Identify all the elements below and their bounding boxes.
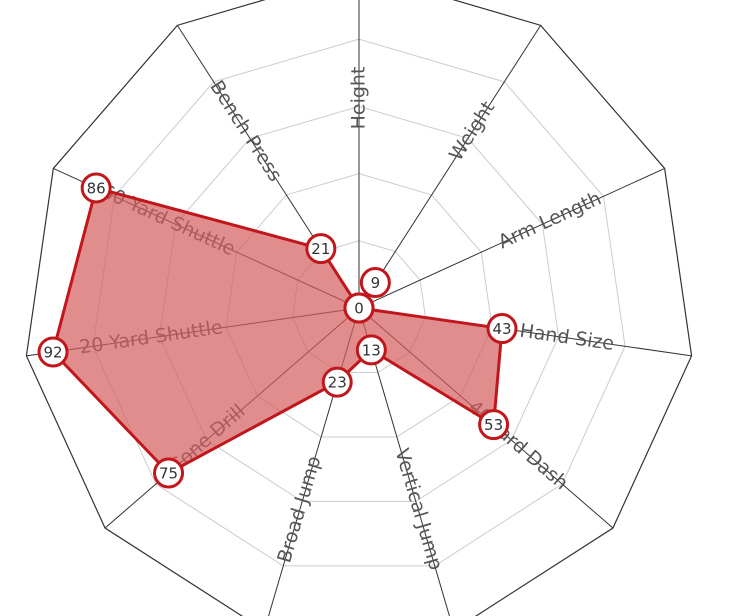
data-label-60-yard-shuttle: 86 bbox=[87, 179, 106, 197]
axis-spoke-weight bbox=[358, 25, 542, 309]
data-point-broad-jump bbox=[321, 366, 353, 398]
data-label-40-yard-dash: 53 bbox=[484, 416, 503, 434]
outer-frame bbox=[25, 0, 693, 616]
data-label-broad-jump: 23 bbox=[328, 374, 347, 392]
grid-ring-80 bbox=[92, 38, 626, 567]
data-point-bench-press bbox=[305, 233, 337, 265]
data-point-40-yard-dash bbox=[478, 409, 510, 441]
grid-ring-60 bbox=[158, 105, 560, 502]
axis-label-vertical-jump: Vertical Jump bbox=[390, 446, 446, 572]
data-label-hand-size: 43 bbox=[492, 320, 511, 338]
data-point-weight bbox=[359, 267, 391, 299]
axis-spoke-arm-length bbox=[358, 167, 665, 309]
data-label-vertical-jump: 13 bbox=[362, 341, 381, 359]
data-point-vertical-jump bbox=[355, 334, 387, 366]
data-label-arm-length: 0 bbox=[354, 300, 364, 318]
data-point-arm-length bbox=[343, 292, 375, 324]
data-label-20-yard-shuttle: 92 bbox=[43, 343, 62, 361]
data-point-20-yard-shuttle bbox=[37, 336, 69, 368]
data-point-3-cone-drill bbox=[153, 457, 185, 489]
axis-label-arm-length: Arm Length bbox=[495, 187, 605, 253]
data-point-hand-size bbox=[486, 313, 518, 345]
axis-label-broad-jump: Broad Jump bbox=[273, 453, 325, 565]
data-label-3-cone-drill: 75 bbox=[159, 465, 178, 483]
data-label-weight: 9 bbox=[371, 274, 381, 292]
data-label-bench-press: 21 bbox=[311, 240, 330, 258]
axis-label-weight: Weight bbox=[445, 97, 499, 165]
series-area bbox=[51, 186, 504, 475]
data-point-60-yard-shuttle bbox=[80, 172, 112, 204]
axis-label-hand-size: Hand Size bbox=[518, 320, 615, 355]
axis-label-height: Height bbox=[348, 67, 370, 130]
